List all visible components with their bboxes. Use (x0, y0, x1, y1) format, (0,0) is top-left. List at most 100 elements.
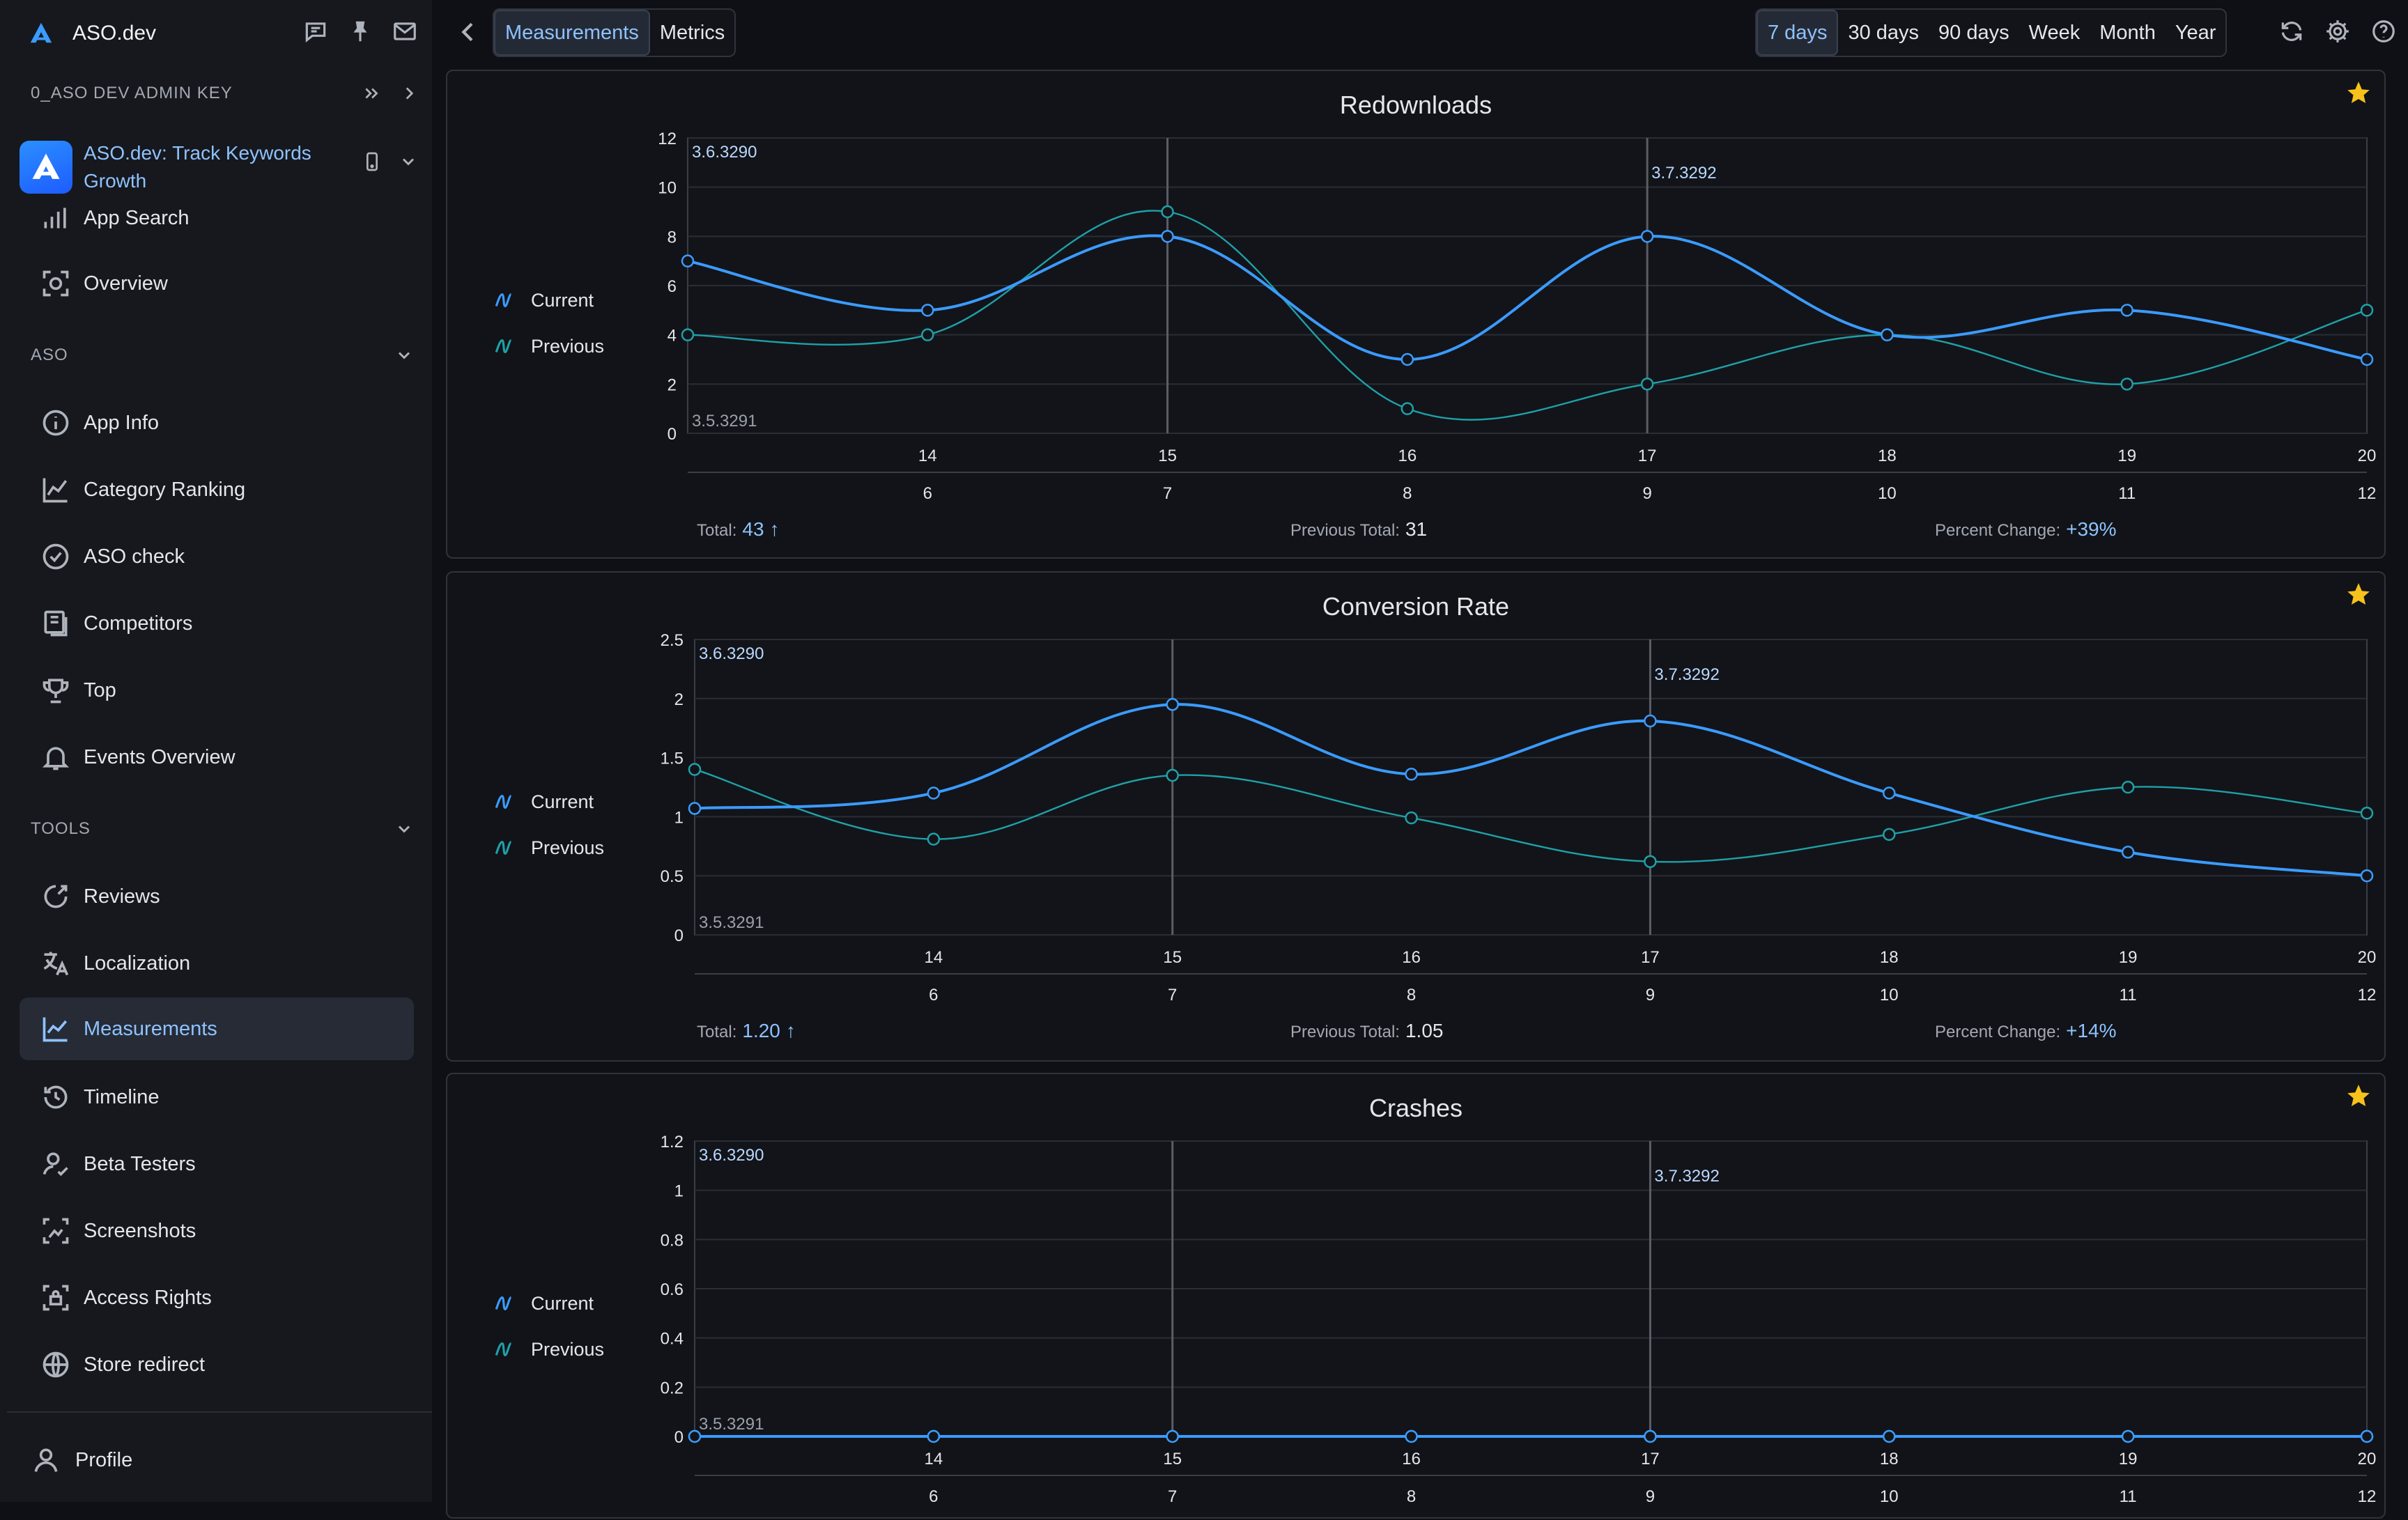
x-tick-label-previous: 8 (1403, 484, 1412, 503)
period-month[interactable]: Month (2099, 21, 2156, 44)
help-icon[interactable] (2370, 18, 2397, 45)
data-point-current (688, 1429, 702, 1443)
sidebar-item-category-ranking[interactable]: Category Ranking (20, 458, 414, 521)
stat-value: 1.20 (742, 1020, 780, 1041)
chevron-right-icon[interactable] (400, 84, 418, 102)
period-year[interactable]: Year (2175, 21, 2216, 44)
y-tick-label: 1.2 (661, 1133, 684, 1151)
admin-key-row[interactable]: 0_ASO DEV ADMIN KEY (31, 79, 418, 107)
trend-up-arrow-icon: ↑ (785, 1020, 796, 1041)
sidebar-item-beta-testers[interactable]: Beta Testers (20, 1133, 414, 1195)
data-point-current (1400, 352, 1414, 366)
data-point-current (927, 1429, 941, 1443)
sidebar-item-app-search[interactable]: App Search (20, 187, 414, 249)
sidebar-item-label: App Search (84, 206, 190, 229)
section-aso-header[interactable]: ASO (31, 341, 414, 369)
sidebar-item-aso-check[interactable]: ASO check (20, 525, 414, 588)
app-selector[interactable]: ASO.dev: Track Keywords Growth (20, 137, 418, 195)
legend-label: Current (531, 1292, 594, 1314)
chevron-down-icon[interactable] (399, 152, 418, 171)
data-point-previous (1640, 378, 1654, 391)
legend-item-current[interactable]: Current (493, 779, 604, 825)
data-point-previous (681, 328, 695, 341)
period-30-days[interactable]: 30 days (1848, 21, 1920, 44)
brand[interactable]: ASO.dev (28, 15, 156, 52)
y-tick-label: 1 (674, 1182, 684, 1201)
sidebar-item-label: Beta Testers (84, 1152, 196, 1175)
data-point-previous (1161, 205, 1174, 219)
y-tick-label: 0 (674, 1428, 684, 1447)
x-tick-label-current: 15 (1158, 447, 1177, 465)
sidebar-item-overview[interactable]: Overview (20, 252, 414, 315)
x-tick-label-current: 20 (2358, 948, 2377, 967)
legend-item-previous[interactable]: Previous (493, 1326, 604, 1372)
sidebar-item-label: Localization (84, 952, 191, 975)
trophy-icon (40, 675, 71, 706)
double-chevron-right-icon[interactable] (362, 84, 380, 102)
data-point-previous (1166, 768, 1179, 782)
chart-legend: Current Previous (493, 779, 604, 871)
legend-item-current[interactable]: Current (493, 277, 604, 323)
legend-item-previous[interactable]: Previous (493, 825, 604, 871)
y-tick-label: 0.8 (661, 1231, 684, 1250)
sidebar-item-label: Timeline (84, 1085, 160, 1108)
sidebar-item-store-redirect[interactable]: Store redirect (20, 1333, 414, 1396)
back-chevron-icon[interactable] (454, 18, 482, 46)
sidebar-item-screenshots[interactable]: Screenshots (20, 1200, 414, 1262)
conversion-rate-panel: Conversion Rate Current Previous 0 0.5 1 1.5 2 2… (446, 571, 2386, 1062)
profile-button[interactable]: Profile (31, 1439, 132, 1481)
check-circle-icon (40, 541, 71, 572)
mail-icon[interactable] (392, 18, 418, 45)
sidebar-item-app-info[interactable]: App Info (20, 391, 414, 454)
data-point-previous (927, 832, 941, 846)
version-annotation: 3.7.3292 (1654, 1167, 1719, 1186)
period-90-days[interactable]: 90 days (1938, 21, 2009, 44)
sidebar-item-timeline[interactable]: Timeline (20, 1066, 414, 1129)
x-tick-label-previous: 8 (1407, 1487, 1416, 1506)
info-icon (40, 408, 71, 438)
sidebar-item-events-overview[interactable]: Events Overview (20, 726, 414, 789)
profile-label: Profile (75, 1448, 133, 1471)
stat-value: 1.05 (1405, 1020, 1444, 1041)
feedback-icon[interactable] (302, 18, 329, 45)
section-tools-header[interactable]: TOOLS (31, 815, 414, 843)
legend-item-previous[interactable]: Previous (493, 323, 604, 369)
sidebar-item-access-rights[interactable]: Access Rights (20, 1266, 414, 1329)
legend-item-current[interactable]: Current (493, 1280, 604, 1326)
x-tick-label-current: 15 (1163, 948, 1182, 967)
tab-metrics[interactable]: Metrics (659, 21, 725, 44)
y-tick-label: 0.6 (661, 1280, 684, 1299)
globe-icon (40, 1349, 71, 1380)
favorite-star-icon[interactable] (2345, 581, 2372, 607)
previous-total-stat: Previous Total: 31 (1290, 518, 1427, 541)
sidebar: ASO.dev 0_ASO DEV ADMIN KEY ASO.dev: Tra… (0, 0, 432, 1502)
chevron-down-icon[interactable] (394, 346, 414, 365)
period-week[interactable]: Week (2028, 21, 2081, 44)
y-tick-label: 0 (674, 926, 684, 945)
period-7-days[interactable]: 7 days (1757, 10, 1839, 56)
y-tick-label: 0.2 (661, 1379, 684, 1397)
favorite-star-icon[interactable] (2345, 1083, 2372, 1109)
data-point-current (1405, 768, 1418, 781)
sidebar-item-measurements[interactable]: Measurements (20, 998, 414, 1060)
x-tick-label-previous: 9 (1646, 1487, 1655, 1506)
y-tick-label: 4 (667, 327, 677, 346)
total-stat: Total: 43 ↑ (697, 518, 780, 541)
device-phone-icon[interactable] (361, 150, 383, 173)
pin-icon[interactable] (347, 18, 373, 45)
sidebar-item-reviews[interactable]: Reviews (20, 865, 414, 928)
tab-measurements[interactable]: Measurements (494, 10, 650, 56)
favorite-star-icon[interactable] (2345, 79, 2372, 106)
chevron-down-icon[interactable] (394, 819, 414, 839)
settings-gear-icon[interactable] (2324, 18, 2351, 45)
sidebar-item-competitors[interactable]: Competitors (20, 592, 414, 655)
version-annotation: 3.5.3291 (699, 913, 764, 932)
version-annotation: 3.6.3290 (699, 1146, 764, 1165)
top-actions (2278, 18, 2397, 45)
refresh-icon[interactable] (2278, 18, 2305, 45)
sidebar-item-top[interactable]: Top (20, 659, 414, 722)
redownloads-chart: 0 2 4 6 8 10 12 14 15 16 17 18 19 20 6 7 8 9 10 11 12 3.6.329… (658, 130, 2376, 503)
translate-icon (40, 948, 71, 979)
sidebar-item-localization[interactable]: Localization (20, 932, 414, 995)
data-point-current (1161, 230, 1174, 243)
